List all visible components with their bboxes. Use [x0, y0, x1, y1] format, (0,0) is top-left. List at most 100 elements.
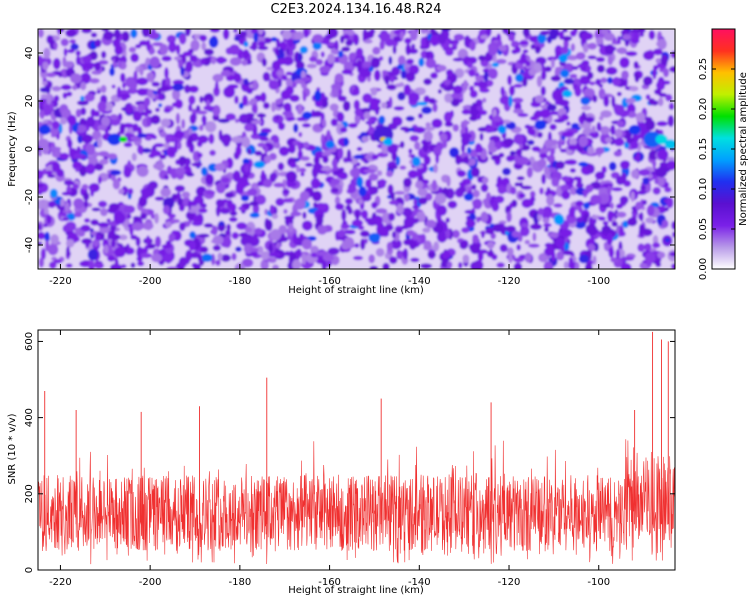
heatmap-cell [303, 29, 309, 39]
heatmap-cell [271, 172, 278, 181]
heatmap-cell [63, 47, 68, 57]
heatmap-cell [303, 141, 310, 149]
y-tick-label: 0 [24, 567, 35, 573]
heatmap-cell [47, 243, 59, 256]
heatmap-cell [300, 156, 310, 162]
heatmap-cell [235, 246, 242, 252]
heatmap-cell [594, 171, 606, 180]
heatmap-cell [285, 71, 293, 76]
x-tick-label: -140 [408, 276, 431, 287]
heatmap-cell [116, 86, 122, 99]
heatmap-cell [52, 57, 61, 70]
heatmap-cell [45, 170, 53, 175]
heatmap-cell [435, 153, 440, 164]
spectrogram-y-ticks: -40 -20 0 20 40 [24, 47, 675, 253]
heatmap-cell [475, 75, 485, 83]
heatmap-cell [160, 187, 172, 198]
heatmap-cell [580, 105, 592, 111]
heatmap-cell [652, 67, 657, 80]
heatmap-cell [630, 169, 640, 179]
heatmap-cell [232, 29, 238, 33]
heatmap-cell [288, 143, 296, 154]
heatmap-cell [358, 198, 364, 205]
heatmap-cell [471, 184, 477, 191]
heatmap-cell [520, 185, 533, 190]
heatmap-cell [534, 45, 541, 54]
heatmap-cell [242, 49, 250, 60]
heatmap-cell [601, 165, 607, 174]
heatmap-cell [425, 58, 437, 69]
heatmap-cell [524, 124, 531, 130]
heatmap-cell [277, 122, 286, 131]
heatmap-cell [173, 145, 178, 154]
heatmap-cell [550, 75, 562, 82]
colorbar-tick-label: 0.20 [698, 98, 709, 120]
heatmap-cell [442, 251, 451, 259]
heatmap-cell [368, 254, 376, 264]
heatmap-cell [296, 103, 303, 115]
heatmap-cell [576, 216, 584, 223]
heatmap-cell [139, 213, 148, 220]
heatmap-cell [433, 146, 442, 157]
heatmap-cell [488, 139, 495, 150]
heatmap-cell [82, 54, 93, 64]
heatmap-cell [517, 112, 529, 118]
heatmap-cell [444, 48, 454, 57]
heatmap-cell [99, 158, 109, 165]
heatmap-cell [355, 47, 364, 58]
heatmap-cell [664, 206, 669, 212]
heatmap-cell [642, 75, 653, 86]
heatmap-cell [615, 128, 623, 139]
heatmap-peak [119, 136, 128, 143]
heatmap-cell [189, 54, 198, 63]
heatmap-cell [422, 140, 429, 153]
heatmap-cell [320, 51, 325, 58]
heatmap-cell [75, 167, 80, 173]
heatmap-cell [416, 101, 428, 106]
heatmap-cell [657, 38, 667, 50]
heatmap-cell [557, 92, 564, 105]
heatmap-cell [241, 94, 249, 106]
heatmap-cell [183, 84, 191, 94]
heatmap-cell [231, 252, 237, 261]
heatmap-cell [600, 77, 608, 84]
heatmap-cell [627, 217, 638, 227]
heatmap-cell [107, 255, 116, 262]
heatmap-cell [312, 110, 323, 118]
heatmap-cell [143, 112, 149, 117]
heatmap-cell [200, 57, 206, 65]
heatmap-cell [249, 247, 259, 253]
heatmap-cell [522, 49, 529, 54]
heatmap-cell [556, 250, 565, 261]
heatmap-cell [537, 158, 547, 169]
heatmap-cell [44, 231, 50, 243]
heatmap-cell [617, 47, 628, 55]
heatmap-cell [175, 112, 181, 125]
heatmap-cell [94, 234, 102, 241]
heatmap-cell [201, 41, 207, 51]
heatmap-cell [337, 147, 344, 160]
heatmap-cell [447, 200, 458, 209]
heatmap-cell [422, 227, 431, 233]
heatmap-cell [437, 32, 447, 45]
heatmap-cell [212, 73, 224, 83]
heatmap-cell [339, 127, 348, 133]
heatmap-cell [201, 203, 207, 209]
heatmap-cell [217, 118, 230, 124]
heatmap-cell [188, 103, 193, 112]
heatmap-cell [539, 108, 551, 119]
heatmap-cell [124, 205, 136, 214]
heatmap-peak [562, 89, 573, 98]
heatmap-cell [159, 154, 167, 160]
heatmap-cell [470, 261, 481, 269]
heatmap-cell [506, 211, 512, 223]
heatmap-cell [362, 93, 373, 104]
heatmap-cell [359, 69, 372, 78]
heatmap-noise-layer [38, 29, 675, 269]
heatmap-cell [531, 146, 541, 152]
heatmap-cell [529, 190, 536, 199]
heatmap-cell [433, 163, 438, 174]
heatmap-cell [582, 189, 590, 195]
y-tick-label: -40 [24, 237, 35, 253]
heatmap-cell [336, 111, 345, 123]
